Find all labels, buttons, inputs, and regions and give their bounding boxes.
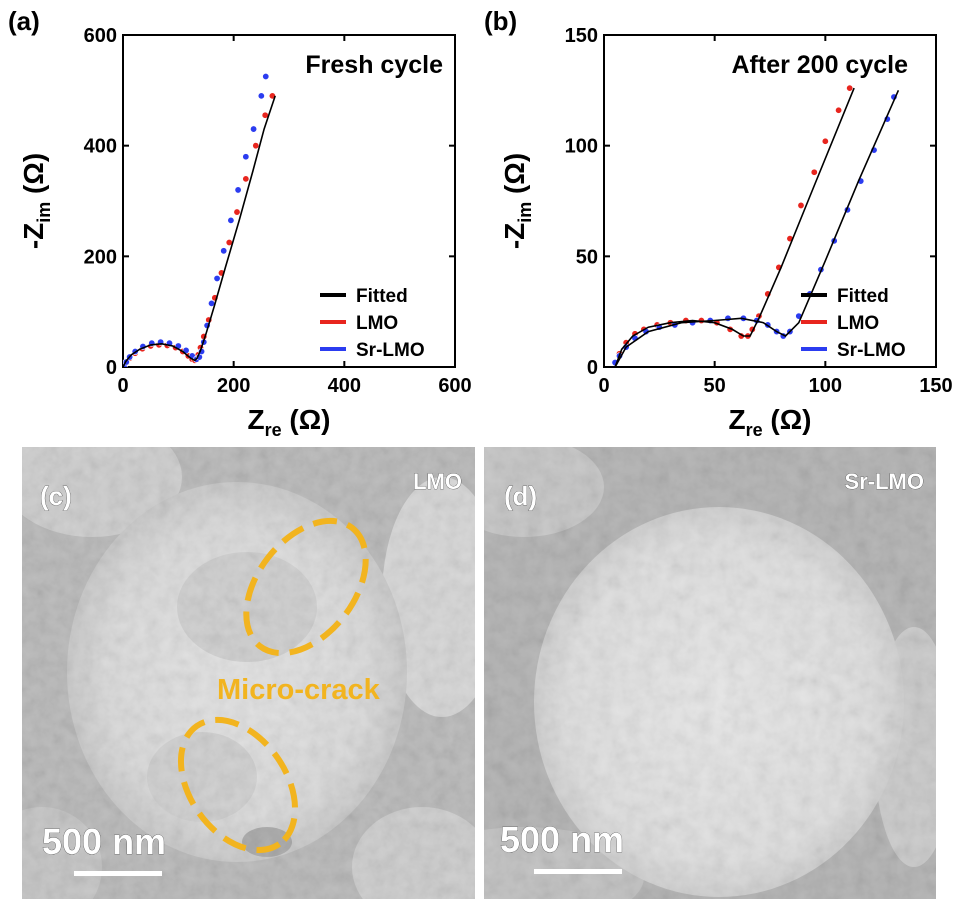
- y-axis-label-sub: im: [515, 202, 535, 223]
- data-point-sr-lmo: [227, 216, 235, 224]
- fitted-line-3: [614, 89, 900, 367]
- data-point-sr-lmo: [213, 274, 221, 282]
- data-point-sr-lmo: [220, 247, 228, 255]
- scale-bar-c: [74, 871, 162, 876]
- data-point-sr-lmo: [250, 125, 258, 133]
- data-point-sr-lmo: [257, 92, 265, 100]
- scale-bar-d: [534, 869, 622, 874]
- y-axis-label: -Zim (Ω): [18, 153, 54, 249]
- plot-frame: [603, 34, 937, 368]
- x-axis-label: Zre (Ω): [728, 404, 811, 440]
- chart-after-200-cycle: (b) After 200 cycle 0 50 100 150 0 50 100 150 Zre …: [484, 6, 953, 440]
- y-tick-label: 200: [84, 246, 117, 268]
- legend-label-sr-lmo: Sr-LMO: [837, 340, 906, 361]
- fitted-line-2: [614, 87, 855, 367]
- sem-texture-lmo: [22, 447, 475, 899]
- y-axis-label: -Zim (Ω): [499, 153, 535, 249]
- data-point-lmo: [242, 175, 250, 183]
- series-lmo: [123, 92, 276, 367]
- y-tick-label: 0: [106, 357, 117, 379]
- sem-overlay-sr-lmo: (d) Sr-LMO 500 nm: [500, 469, 924, 874]
- panel-label: (a): [8, 6, 40, 36]
- data-point-lmo: [252, 142, 260, 150]
- crack-marker-lower: [177, 716, 299, 854]
- y-axis-label-main: -Z: [499, 223, 530, 249]
- y-tick-label: 50: [576, 246, 598, 268]
- x-tick-label: 400: [328, 375, 361, 397]
- data-point-lmo: [233, 208, 241, 216]
- data-point-sr-lmo: [724, 314, 732, 322]
- crack-marker-upper: [243, 517, 369, 657]
- legend-label-lmo: LMO: [837, 313, 879, 334]
- y-tick-label: 100: [565, 136, 598, 158]
- plot-area: [123, 73, 276, 367]
- series-lmo: [611, 84, 854, 367]
- x-axis-label-unit: (Ω): [763, 404, 812, 435]
- legend-label-fitted: Fitted: [356, 286, 408, 307]
- x-tick-label: 150: [919, 375, 952, 397]
- x-axis-label-unit: (Ω): [282, 404, 331, 435]
- plot-area: [611, 84, 900, 367]
- x-tick-label: 50: [704, 375, 726, 397]
- panel-label: (b): [484, 6, 517, 36]
- scale-bar-label-d: 500 nm: [500, 819, 624, 860]
- y-axis-label-main: -Z: [18, 223, 49, 249]
- sem-overlay-lmo: (c) LMO Micro-crack 500 nm: [40, 469, 462, 876]
- series-sr-lmo: [123, 73, 270, 367]
- sem-image-sr-lmo: (d) Sr-LMO 500 nm: [484, 447, 936, 899]
- x-tick-label: 200: [217, 375, 250, 397]
- sem-image-lmo: (c) LMO Micro-crack 500 nm: [22, 447, 475, 899]
- scale-bar-label-c: 500 nm: [42, 821, 166, 862]
- chart-fresh-cycle: (a) Fresh cycle 0 200 400 600 0 200 400 600 Zre (Ω…: [8, 6, 472, 440]
- y-tick-label: 150: [565, 25, 598, 47]
- x-axis-label-sub: re: [265, 420, 282, 440]
- y-axis-label-sub: im: [34, 202, 54, 223]
- chart-title: After 200 cycle: [731, 51, 908, 79]
- sample-label-sr-lmo: Sr-LMO: [845, 469, 924, 494]
- y-tick-label: 0: [587, 357, 598, 379]
- data-point-lmo: [835, 106, 843, 114]
- x-axis-label-sub: re: [746, 420, 763, 440]
- x-tick-label: 100: [809, 375, 842, 397]
- data-point-lmo: [810, 168, 818, 176]
- chart-title: Fresh cycle: [305, 51, 443, 79]
- y-tick-label: 400: [84, 136, 117, 158]
- x-axis-label: Zre (Ω): [247, 404, 330, 440]
- data-point-sr-lmo: [234, 186, 242, 194]
- data-point-lmo: [821, 137, 829, 145]
- x-tick-label: 0: [117, 375, 128, 397]
- fitted-line-2: [123, 95, 276, 367]
- y-tick-label: 600: [84, 25, 117, 47]
- panel-label-d: (d): [504, 481, 537, 511]
- legend-label-fitted: Fitted: [837, 286, 889, 307]
- sample-label-lmo: LMO: [413, 469, 462, 494]
- x-axis-label-main: Z: [247, 404, 264, 435]
- data-point-lmo: [797, 201, 805, 209]
- panel-label-c: (c): [40, 481, 72, 511]
- y-axis-label-unit: (Ω): [18, 153, 49, 202]
- data-point-lmo: [846, 84, 854, 92]
- micro-crack-label: Micro-crack: [217, 674, 381, 706]
- plot-frame: [122, 34, 456, 368]
- data-point-sr-lmo: [262, 73, 270, 81]
- legend-label-sr-lmo: Sr-LMO: [356, 340, 425, 361]
- sem-texture-sr-lmo: [484, 447, 936, 899]
- x-tick-label: 600: [438, 375, 471, 397]
- y-axis-label-unit: (Ω): [499, 153, 530, 202]
- x-tick-label: 0: [598, 375, 609, 397]
- data-point-sr-lmo: [242, 153, 250, 161]
- x-axis-label-main: Z: [728, 404, 745, 435]
- legend-label-lmo: LMO: [356, 313, 398, 334]
